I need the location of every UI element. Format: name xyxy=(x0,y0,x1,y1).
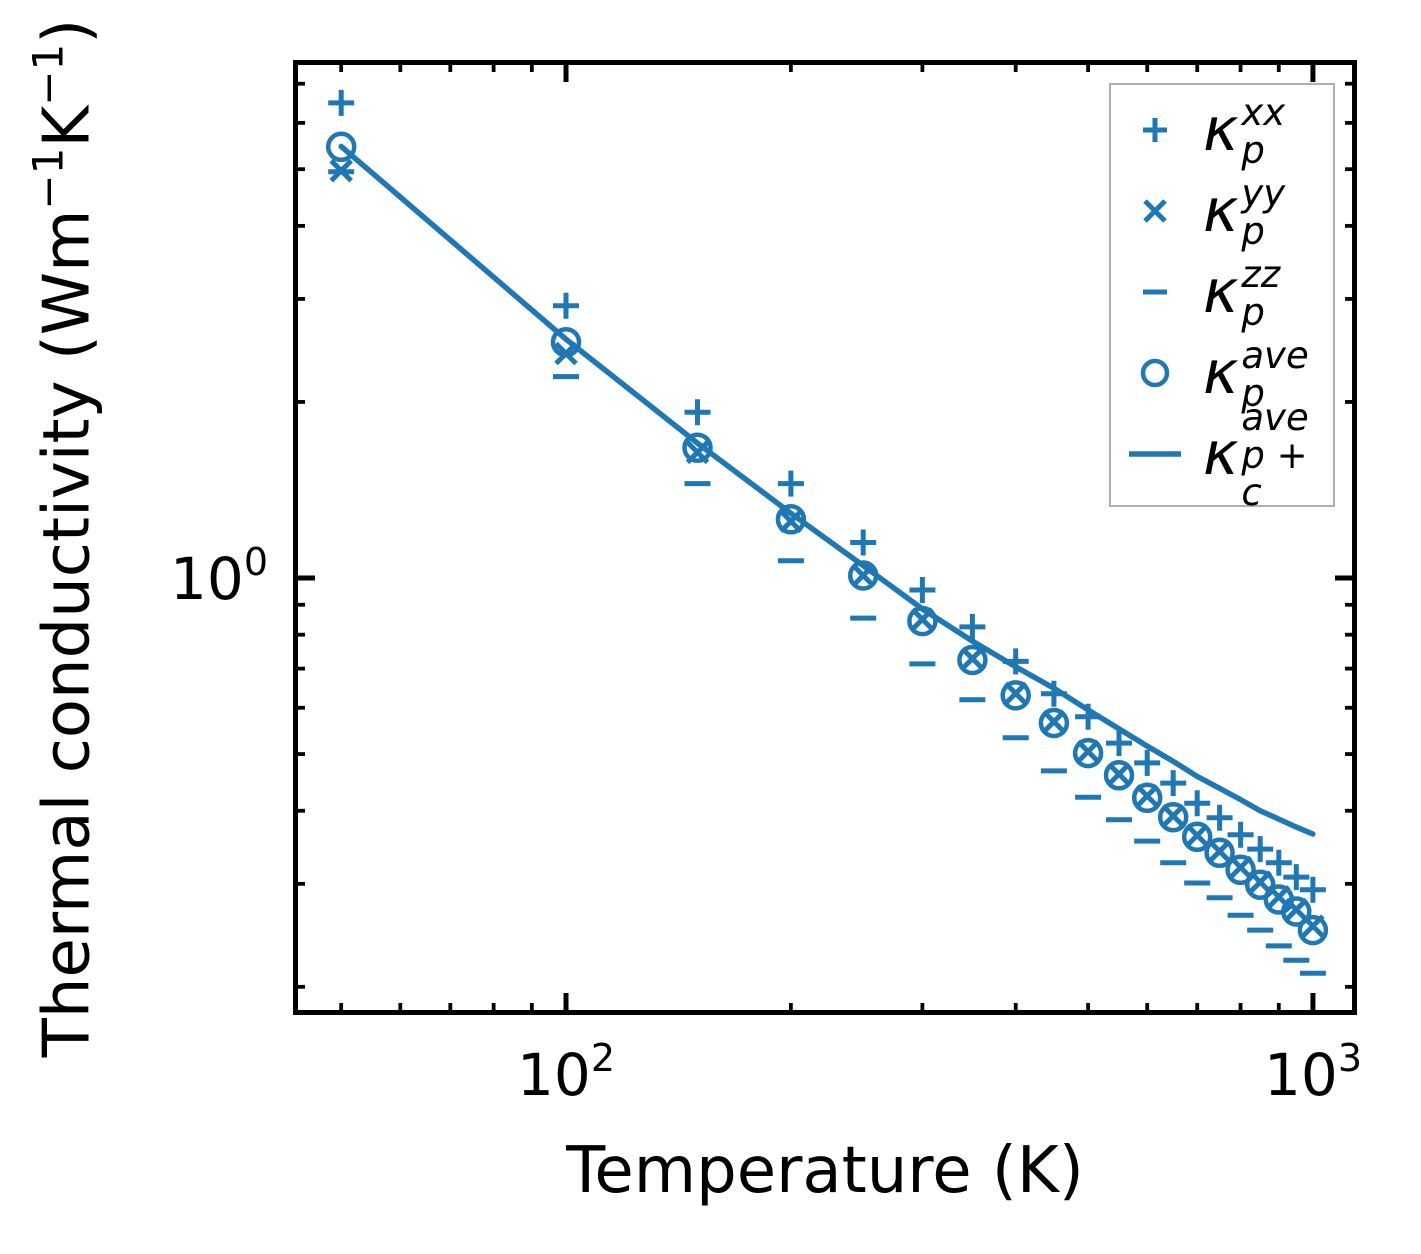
y-axis-label: Thermal conductivity (Wm−1K−1) xyxy=(23,18,105,1058)
series-kappa_p_xx xyxy=(328,89,1326,903)
y-tick-label-1: 100 xyxy=(170,540,268,613)
series-kappa_p_zz xyxy=(328,169,1326,976)
minus-marker-icon xyxy=(1119,272,1191,312)
series-kappa_p_ave xyxy=(325,131,1329,946)
x-tick-label-100: 102 xyxy=(517,1036,615,1109)
legend-label: κ ave p + c xyxy=(1203,395,1309,515)
legend-label: κ zz p xyxy=(1203,252,1281,334)
series-kappa_p_plus_c_ave xyxy=(338,143,1316,837)
legend-item-kappa-p-yy: κ yy p xyxy=(1111,170,1333,251)
plus-marker-icon xyxy=(1119,110,1191,150)
legend-item-kappa-p-plus-c-ave: κ ave p + c xyxy=(1111,399,1333,512)
legend-label: κ ave p xyxy=(1203,333,1309,415)
legend-item-kappa-p-xx: κ xx p xyxy=(1111,89,1333,170)
plot-spines xyxy=(293,60,1357,1015)
legend-item-kappa-p-ave: κ ave p xyxy=(1111,332,1333,413)
x-tick-label-1000: 103 xyxy=(1264,1036,1362,1109)
plot-area xyxy=(293,60,1357,1015)
legend-label: κ yy p xyxy=(1203,171,1286,253)
legend-label: κ xx p xyxy=(1203,90,1286,172)
legend-item-kappa-p-zz: κ zz p xyxy=(1111,251,1333,332)
line-marker-icon xyxy=(1119,448,1191,460)
circle-marker-icon xyxy=(1119,353,1191,393)
x-axis-label: Temperature (K) xyxy=(566,1134,1084,1208)
x-marker-icon xyxy=(1119,191,1191,231)
chart-canvas xyxy=(293,60,1357,1015)
legend: κ xx p κ yy p κ zz p κ ave p κ ave p + c xyxy=(1109,83,1335,512)
